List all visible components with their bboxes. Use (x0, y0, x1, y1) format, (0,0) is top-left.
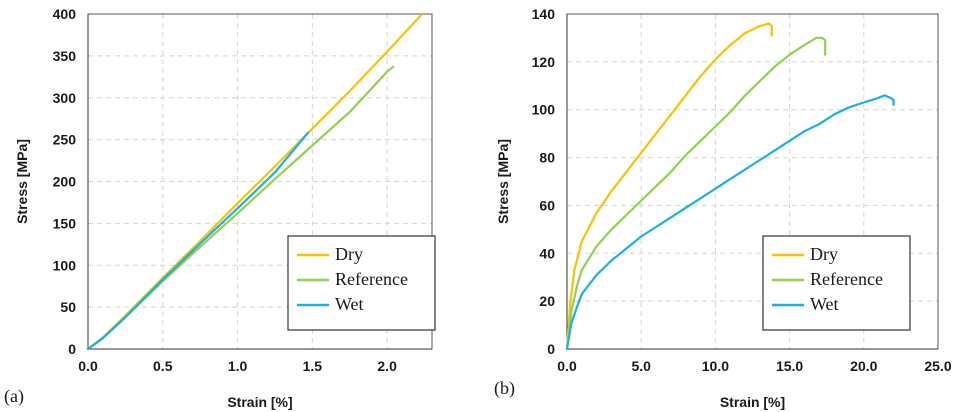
panel-label: (b) (494, 378, 515, 399)
x-tick-label: 25.0 (924, 358, 951, 374)
legend-label: Dry (335, 244, 363, 264)
y-tick-label: 150 (53, 215, 77, 231)
x-tick-label: 5.0 (631, 358, 651, 374)
y-tick-label: 80 (539, 150, 555, 166)
x-tick-label: 0.0 (557, 358, 577, 374)
y-tick-label: 60 (539, 197, 555, 213)
x-tick-label: 1.5 (303, 358, 323, 374)
legend-box (762, 235, 911, 331)
legend-label: Dry (810, 244, 838, 264)
y-axis-title: Stress [MPa] (495, 139, 511, 224)
y-tick-label: 50 (60, 299, 76, 315)
series-line-reference (565, 36, 827, 351)
y-axis-title: Stress [MPa] (14, 139, 30, 224)
x-tick-label: 1.0 (228, 358, 248, 374)
x-axis-title: Strain [%] (227, 394, 292, 410)
legend-label: Wet (335, 294, 364, 314)
x-tick-label: 10.0 (702, 358, 729, 374)
y-tick-label: 140 (532, 6, 556, 22)
x-tick-label: 2.0 (377, 358, 397, 374)
x-tick-label: 0.5 (153, 358, 173, 374)
y-tick-label: 100 (532, 102, 556, 118)
y-tick-label: 0 (68, 341, 76, 357)
series-line-wet (565, 94, 895, 351)
legend-label: Wet (810, 294, 839, 314)
y-tick-label: 250 (53, 132, 77, 148)
chart-a: 0.0 0.5 1.0 1.5 2.0 0 50 100 150 200 250 300 350 400 S… (4, 6, 436, 410)
x-tick-label: 20.0 (850, 358, 877, 374)
series-line-wet (86, 131, 309, 351)
legend: Dry Reference Wet (762, 235, 911, 331)
x-tick-label: 15.0 (776, 358, 803, 374)
chart-b: 0.0 5.0 10.0 15.0 20.0 25.0 0 20 40 60 80 100 120 140… (494, 6, 952, 410)
legend-box (287, 235, 436, 331)
y-tick-label: 120 (532, 54, 556, 70)
y-tick-label: 40 (539, 245, 555, 261)
y-tick-label: 20 (539, 293, 555, 309)
y-tick-label: 400 (53, 6, 77, 22)
x-tick-label: 0.0 (78, 358, 98, 374)
y-tick-label: 350 (53, 48, 77, 64)
panel-label: (a) (4, 386, 24, 407)
legend: Dry Reference Wet (287, 235, 436, 331)
y-tick-label: 200 (53, 174, 77, 190)
series-line-dry (565, 22, 773, 351)
legend-label: Reference (810, 269, 883, 289)
y-tick-label: 300 (53, 90, 77, 106)
x-axis-title: Strain [%] (720, 394, 785, 410)
legend-label: Reference (335, 269, 408, 289)
y-tick-label: 100 (53, 257, 77, 273)
y-tick-label: 0 (547, 341, 555, 357)
